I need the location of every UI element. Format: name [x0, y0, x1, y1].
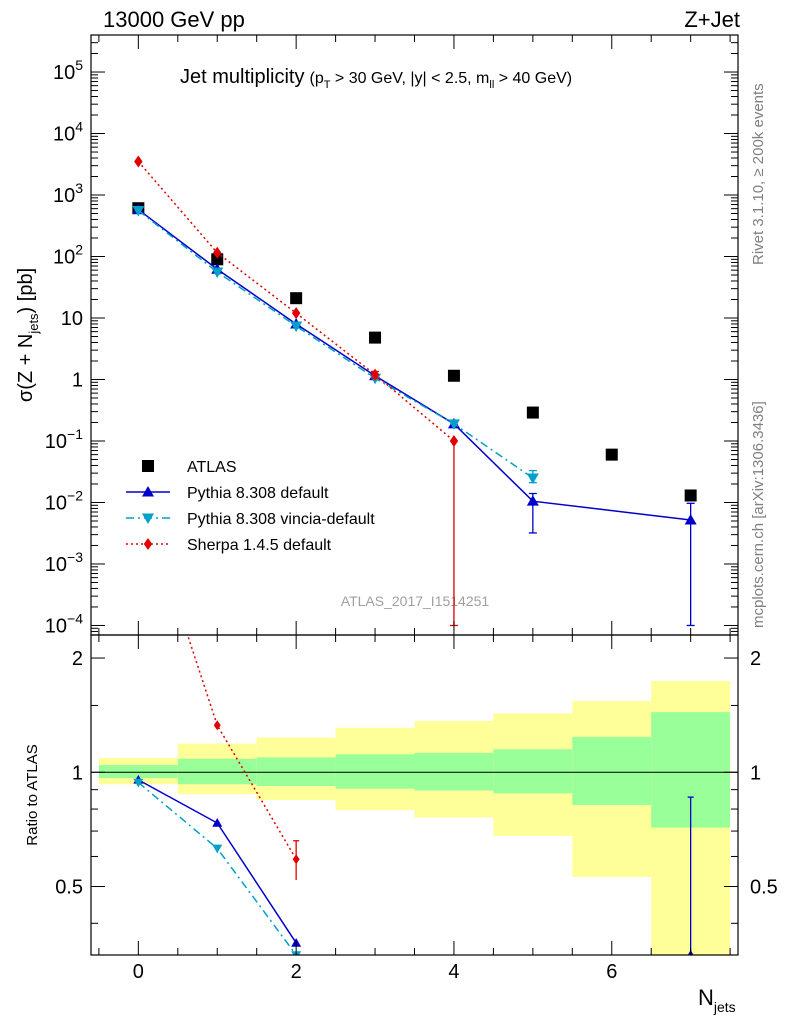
data-point: [370, 368, 380, 381]
legend-marker: [142, 460, 154, 472]
x-axis-label: Njets: [698, 985, 736, 1015]
y-tick-label: 1: [72, 369, 83, 391]
legend-entry-pythia-8-308-default: Pythia 8.308 default: [126, 485, 329, 502]
band-inner: [177, 758, 257, 785]
data-point: [290, 292, 303, 305]
y-tick-label: 10−2: [45, 487, 83, 514]
ratio-y-tick-label: 2: [72, 648, 83, 670]
data-point: [211, 267, 224, 278]
x-tick-label: 4: [448, 961, 459, 983]
legend-label: ATLAS: [187, 459, 237, 476]
legend-entry-atlas: ATLAS: [142, 459, 237, 476]
data-point: [684, 489, 697, 502]
band-inner: [572, 736, 652, 805]
process-label: Z+Jet: [684, 7, 740, 32]
chart-title: Jet multiplicity (pT > 30 GeV, |y| < 2.5,…: [180, 66, 572, 91]
band-inner: [493, 749, 573, 794]
legend-entry-pythia-8-308-vincia-default: Pythia 8.308 vincia-default: [126, 511, 375, 528]
legend-marker: [142, 513, 154, 524]
ratio-line: [137, 781, 297, 955]
ratio-point: [212, 844, 223, 854]
legend-marker: [142, 486, 154, 497]
series-atlas: [132, 202, 697, 502]
data-point: [526, 406, 539, 419]
data-point: [449, 434, 459, 447]
data-point: [605, 448, 618, 461]
ratio-series-sherpa-1-4-5-default: [186, 635, 300, 881]
series-sherpa-1-4-5-default: [134, 155, 459, 627]
legend: ATLAS Pythia 8.308 default Pythia 8.308 vi…: [126, 459, 375, 554]
data-point: [291, 307, 301, 320]
series-pythia-8-308-default: [132, 203, 697, 627]
data-point: [526, 495, 539, 506]
ratio-y-tick-label-right: 2: [750, 648, 761, 670]
ratio-line: [186, 635, 297, 860]
main-y-axis-label: σ(Z + Njets) [pb]: [15, 268, 41, 402]
ratio-y-axis-label: Ratio to ATLAS: [24, 744, 41, 845]
data-point: [447, 369, 460, 382]
ratio-line: [137, 779, 297, 944]
band-inner: [335, 754, 415, 789]
ratio-y-tick-label: 1: [72, 762, 83, 784]
y-tick-label: 102: [53, 242, 83, 269]
y-tick-label: 10−3: [45, 549, 83, 576]
x-tick-label: 2: [291, 961, 302, 983]
data-point: [369, 331, 382, 344]
ratio-y-tick-label: 0.5: [55, 877, 83, 899]
ratio-y-tick-label-right: 1: [750, 762, 761, 784]
series-line: [137, 161, 455, 442]
y-tick-label: 10: [61, 308, 83, 330]
y-tick-label: 105: [53, 57, 83, 84]
series-line: [137, 209, 534, 479]
data-point: [684, 513, 697, 525]
band-inner: [98, 765, 178, 779]
ratio-series-pythia-8-308-vincia-default: [133, 778, 302, 955]
legend-marker: [143, 538, 153, 550]
main-series-layer: [132, 155, 697, 627]
energy-label: 13000 GeV pp: [103, 7, 245, 32]
data-point: [213, 246, 222, 259]
data-point: [211, 253, 224, 266]
y-tick-label: 103: [53, 180, 83, 207]
rivet-label: Rivet 3.1.10, ≥ 200k events: [750, 83, 767, 265]
data-point: [134, 155, 143, 168]
y-tick-label: 104: [53, 119, 83, 146]
legend-label: Pythia 8.308 vincia-default: [187, 511, 375, 528]
ratio-uncertainty-bands: [98, 680, 731, 955]
data-point: [447, 419, 460, 430]
analysis-watermark: ATLAS_2017_I1514251: [341, 593, 490, 609]
band-inner: [256, 757, 336, 787]
band-inner: [414, 752, 494, 791]
x-tick-label: 0: [133, 961, 144, 983]
mcplots-label: mcplots.cern.ch [arXiv:1306.3436]: [750, 401, 767, 628]
data-point: [526, 473, 539, 485]
data-point: [132, 205, 145, 217]
ratio-point: [212, 818, 223, 827]
y-tick-label: 10−1: [45, 426, 83, 453]
x-tick-label: 6: [606, 961, 617, 983]
legend-entry-sherpa-1-4-5-default: Sherpa 1.4.5 default: [126, 537, 332, 554]
y-tick-label: 10−4: [45, 610, 83, 637]
data-point: [290, 321, 303, 333]
ratio-y-tick-label-right: 0.5: [750, 877, 778, 899]
ratio-point: [133, 778, 144, 788]
legend-label: Pythia 8.308 default: [187, 485, 329, 502]
ratio-point: [213, 720, 221, 731]
legend-label: Sherpa 1.4.5 default: [187, 537, 332, 554]
ratio-point: [292, 854, 300, 865]
series-pythia-8-308-vincia-default: [132, 205, 539, 485]
